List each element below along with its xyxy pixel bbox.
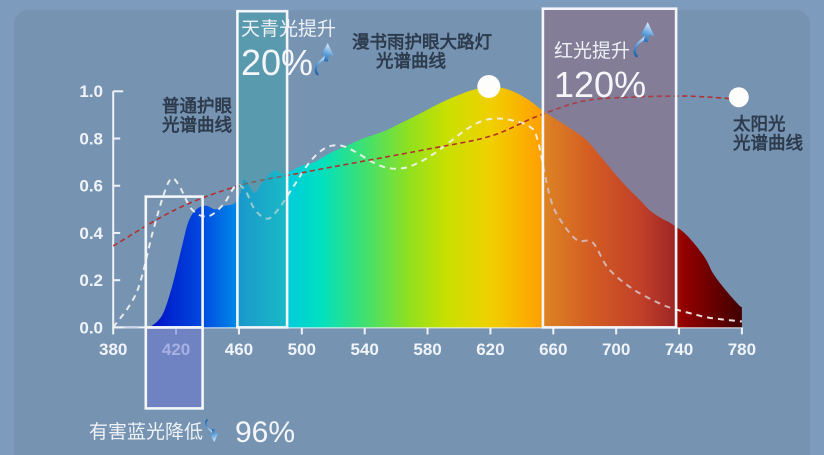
svg-text:660: 660 xyxy=(539,340,567,359)
svg-text:太阳光: 太阳光 xyxy=(733,114,786,134)
svg-text:0.0: 0.0 xyxy=(79,318,103,337)
svg-text:620: 620 xyxy=(476,340,504,359)
svg-text:380: 380 xyxy=(99,340,127,359)
svg-text:光谱曲线: 光谱曲线 xyxy=(375,51,446,71)
svg-text:0.8: 0.8 xyxy=(79,130,103,149)
svg-text:0.4: 0.4 xyxy=(79,224,103,243)
svg-text:漫书雨护眼大路灯: 漫书雨护眼大路灯 xyxy=(352,32,492,52)
svg-text:500: 500 xyxy=(288,340,316,359)
svg-text:光谱曲线: 光谱曲线 xyxy=(161,115,232,135)
svg-text:580: 580 xyxy=(413,340,441,359)
svg-text:光谱曲线: 光谱曲线 xyxy=(732,133,803,153)
svg-text:540: 540 xyxy=(350,340,378,359)
svg-text:1.0: 1.0 xyxy=(79,82,103,101)
svg-text:460: 460 xyxy=(225,340,253,359)
svg-text:0.6: 0.6 xyxy=(79,177,103,196)
svg-text:700: 700 xyxy=(602,340,630,359)
svg-text:20%: 20% xyxy=(241,42,313,83)
svg-text:红光提升: 红光提升 xyxy=(554,40,630,62)
svg-text:780: 780 xyxy=(728,340,756,359)
svg-text:120%: 120% xyxy=(554,64,646,105)
svg-text:天青光提升: 天青光提升 xyxy=(241,18,336,40)
svg-text:96%: 96% xyxy=(235,416,295,449)
svg-text:有害蓝光降低: 有害蓝光降低 xyxy=(89,421,203,443)
svg-text:740: 740 xyxy=(665,340,693,359)
svg-text:0.2: 0.2 xyxy=(79,271,103,290)
svg-text:普通护眼: 普通护眼 xyxy=(162,96,232,116)
